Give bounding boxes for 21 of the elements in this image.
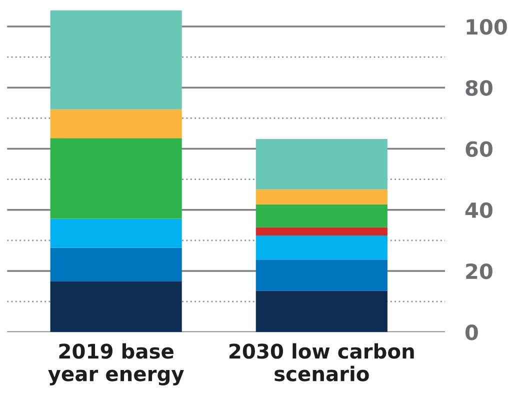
bar [256,290,388,332]
y-tick-label: 80 [466,80,492,96]
bar [256,260,388,291]
bar [256,236,388,260]
bar [50,218,182,248]
bar [256,227,388,236]
y-tick-label: 40 [465,202,492,218]
bar [50,248,182,282]
y-tick-label: 100 [466,18,507,35]
y-tick-label: 60 [466,141,492,157]
y-tick-label: 20 [466,263,492,280]
bar [50,281,182,332]
y-tick-label: 0 [465,324,478,340]
bar [256,204,388,228]
bar [50,138,182,219]
bar [50,109,182,138]
bar [256,138,388,190]
x-tick-label: 2030 low carbon scenario [230,343,414,382]
bar [256,189,388,204]
x-tick-label: 2019 base year energy [48,343,184,386]
bar [50,10,182,110]
